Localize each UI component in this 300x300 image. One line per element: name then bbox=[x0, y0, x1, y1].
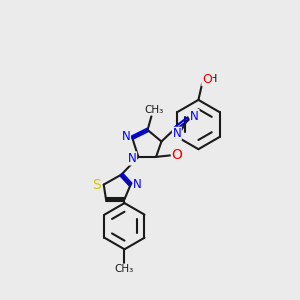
Text: O: O bbox=[202, 73, 212, 85]
Text: N: N bbox=[172, 127, 181, 140]
Text: O: O bbox=[171, 148, 182, 162]
Text: N: N bbox=[133, 178, 142, 191]
Text: N: N bbox=[122, 130, 130, 142]
Text: S: S bbox=[92, 178, 101, 192]
Text: CH₃: CH₃ bbox=[144, 105, 164, 115]
Text: H: H bbox=[209, 74, 217, 84]
Text: CH₃: CH₃ bbox=[115, 264, 134, 274]
Text: N: N bbox=[190, 110, 199, 123]
Text: N: N bbox=[128, 152, 136, 165]
